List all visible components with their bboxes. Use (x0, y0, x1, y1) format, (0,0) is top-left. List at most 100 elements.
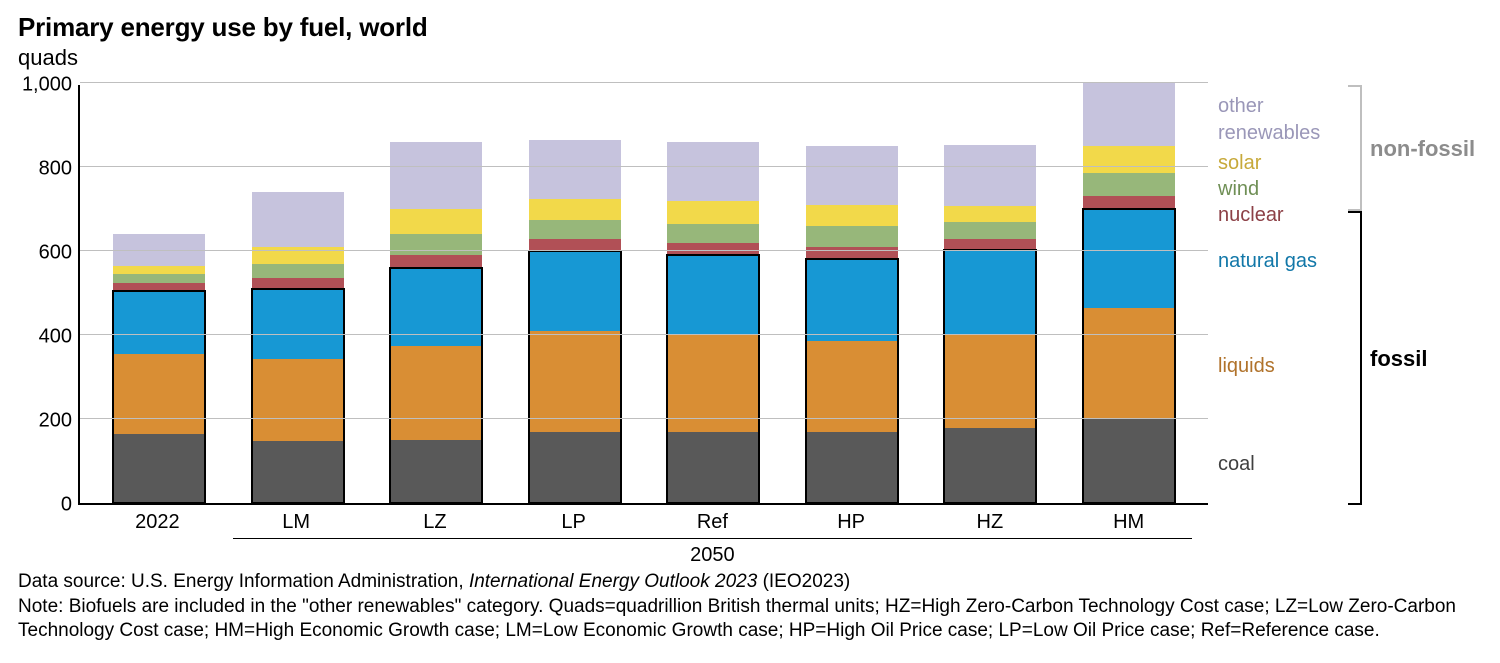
grid-line (80, 82, 1208, 83)
bar-segment-coal (529, 432, 621, 503)
bar-column (644, 85, 783, 503)
bar-segment-other-renewables (1083, 83, 1175, 146)
bar-segment-nuclear (806, 247, 898, 260)
bar-segment-other-renewables (667, 142, 759, 201)
bar-column (90, 85, 229, 503)
chart-title: Primary energy use by fuel, world (18, 12, 1482, 43)
legend-item-other-renewables: otherrenewables (1218, 93, 1320, 147)
x-tick-label: LP (504, 511, 643, 534)
bracket-fossil (1348, 211, 1362, 505)
bar-segment-other-renewables (390, 142, 482, 209)
bracket-non-fossil (1348, 85, 1362, 211)
group-label: 2050 (690, 544, 735, 567)
legend-item-coal: coal (1218, 451, 1255, 478)
bar-column (921, 85, 1060, 503)
y-tick-label: 600 (39, 242, 72, 265)
bar-segment-natural-gas (113, 291, 205, 354)
bar-segment-natural-gas (667, 255, 759, 335)
stacked-bar (529, 140, 621, 503)
bar-segment-solar (944, 206, 1036, 223)
bar-segment-nuclear (667, 243, 759, 256)
chart-area: 02004006008001,000 otherrenewablessolarw… (18, 85, 1482, 505)
x-tick-label: HZ (921, 511, 1060, 534)
footnote: Data source: U.S. Energy Information Adm… (18, 570, 1482, 644)
bar-segment-coal (667, 432, 759, 503)
bar-column (367, 85, 506, 503)
bar-segment-nuclear (252, 278, 344, 289)
bar-segment-wind (806, 226, 898, 247)
stacked-bar (390, 142, 482, 503)
x-axis-group: 2050 (78, 534, 1208, 564)
bar-segment-liquids (1083, 308, 1175, 419)
bar-segment-liquids (113, 354, 205, 434)
bar-segment-natural-gas (529, 251, 621, 331)
grid-line (80, 418, 1208, 419)
bar-segment-coal (944, 428, 1036, 503)
stacked-bar (806, 146, 898, 503)
grid-line (80, 166, 1208, 167)
x-tick-label: HM (1059, 511, 1198, 534)
bar-segment-other-renewables (944, 145, 1036, 206)
bar-segment-coal (806, 432, 898, 503)
bar-segment-solar (529, 199, 621, 221)
bar-segment-coal (252, 441, 344, 503)
grid-line (80, 334, 1208, 335)
bar-segment-coal (113, 434, 205, 503)
y-axis: 02004006008001,000 (18, 85, 78, 505)
x-axis-labels: 2022LMLZLPRefHPHZHM (78, 505, 1208, 534)
bar-segment-solar (667, 201, 759, 224)
bracket-label-fossil: fossil (1370, 344, 1427, 374)
bar-segment-liquids (944, 334, 1036, 429)
y-tick-label: 1,000 (22, 74, 72, 97)
bars-container (80, 85, 1208, 503)
bar-segment-solar (390, 209, 482, 234)
x-tick-label: LM (227, 511, 366, 534)
bar-segment-other-renewables (806, 146, 898, 205)
bar-segment-liquids (252, 359, 344, 441)
stacked-bar (1083, 83, 1175, 503)
bar-segment-solar (806, 205, 898, 226)
x-tick-label: LZ (366, 511, 505, 534)
legend-item-nuclear: nuclear (1218, 202, 1284, 229)
bar-segment-natural-gas (1083, 209, 1175, 308)
bar-segment-liquids (529, 331, 621, 432)
x-tick-label: Ref (643, 511, 782, 534)
y-tick-label: 400 (39, 326, 72, 349)
bar-segment-nuclear (113, 283, 205, 291)
bar-segment-natural-gas (944, 250, 1036, 334)
group-underline (233, 538, 1192, 539)
stacked-bar (667, 142, 759, 503)
bar-segment-wind (529, 220, 621, 239)
bar-segment-nuclear (1083, 196, 1175, 209)
grid-line (80, 250, 1208, 251)
bar-column (783, 85, 922, 503)
bar-segment-other-renewables (252, 192, 344, 247)
x-tick-label: 2022 (88, 511, 227, 534)
legend-item-solar: solar (1218, 150, 1261, 177)
legend-item-natural-gas: natural gas (1218, 248, 1317, 275)
bar-segment-wind (667, 224, 759, 243)
bar-segment-natural-gas (252, 289, 344, 359)
bar-segment-coal (390, 440, 482, 503)
stacked-bar (252, 192, 344, 503)
bar-segment-wind (1083, 173, 1175, 196)
bar-column (229, 85, 368, 503)
bar-segment-wind (944, 222, 1036, 239)
bar-segment-wind (390, 234, 482, 255)
bar-column (1060, 85, 1199, 503)
footnote-source-prefix: Data source: U.S. Energy Information Adm… (18, 571, 469, 592)
bar-segment-nuclear (390, 255, 482, 268)
bar-column (506, 85, 645, 503)
chart-subtitle: quads (18, 45, 1482, 71)
y-tick-label: 200 (39, 410, 72, 433)
x-tick-label: HP (782, 511, 921, 534)
bar-segment-solar (113, 266, 205, 274)
stacked-bar (113, 234, 205, 503)
footnote-note: Note: Biofuels are included in the "othe… (18, 596, 1456, 642)
y-tick-label: 800 (39, 158, 72, 181)
legend-item-wind: wind (1218, 176, 1259, 203)
plot-area (78, 85, 1208, 505)
bar-segment-coal (1083, 419, 1175, 503)
bar-segment-other-renewables (529, 140, 621, 199)
bar-segment-wind (252, 264, 344, 279)
